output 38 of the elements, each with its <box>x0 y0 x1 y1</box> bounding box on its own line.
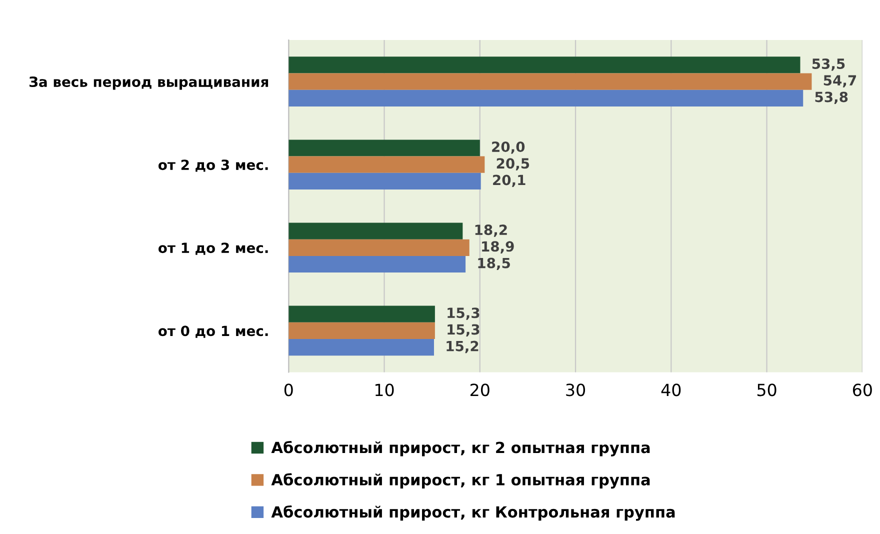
legend-label: Абсолютный прирост, кг 2 опытная группа <box>271 440 650 456</box>
y-tick-label: от 1 до 2 мес. <box>158 242 268 255</box>
bar <box>288 322 435 339</box>
data-label: 54,7 <box>824 75 856 88</box>
bar <box>288 90 804 106</box>
data-label: 15,3 <box>448 308 480 320</box>
x-tick-label: 40 <box>661 384 681 396</box>
data-label: 20,1 <box>493 174 526 188</box>
bar <box>288 73 812 90</box>
data-label: 15,2 <box>446 340 478 354</box>
x-tick-label: 60 <box>852 384 872 396</box>
bar <box>288 140 480 156</box>
bar <box>288 338 434 356</box>
x-tick-label: 30 <box>566 384 586 396</box>
x-tick-label: 0 <box>284 384 293 396</box>
data-label: 18,5 <box>478 258 510 270</box>
bar <box>288 239 470 256</box>
data-label: 53,8 <box>815 92 848 104</box>
bar <box>288 256 466 273</box>
data-label: 18,9 <box>482 241 514 254</box>
data-label: 20,5 <box>496 158 530 170</box>
x-tick-label: 20 <box>470 384 490 396</box>
legend-label: Абсолютный прирост, кг 1 опытная группа <box>271 473 650 489</box>
bar <box>288 306 435 322</box>
data-label: 53,5 <box>812 58 845 71</box>
y-tick-label: За весь период выращивания <box>30 76 268 90</box>
data-label: 20,0 <box>492 142 525 154</box>
data-label: 15,3 <box>448 324 480 336</box>
data-label: 18,2 <box>475 224 507 237</box>
bar <box>288 156 485 173</box>
bar <box>288 222 463 240</box>
y-tick-label: от 0 до 1 мес. <box>158 326 268 338</box>
bar <box>288 56 800 74</box>
bar <box>288 172 481 190</box>
x-tick-label: 50 <box>757 384 776 396</box>
y-tick-label: от 2 до 3 мес. <box>158 160 268 172</box>
legend-label: Абсолютный прирост, кг Контрольная группа <box>271 505 675 521</box>
x-tick-label: 10 <box>375 384 394 396</box>
